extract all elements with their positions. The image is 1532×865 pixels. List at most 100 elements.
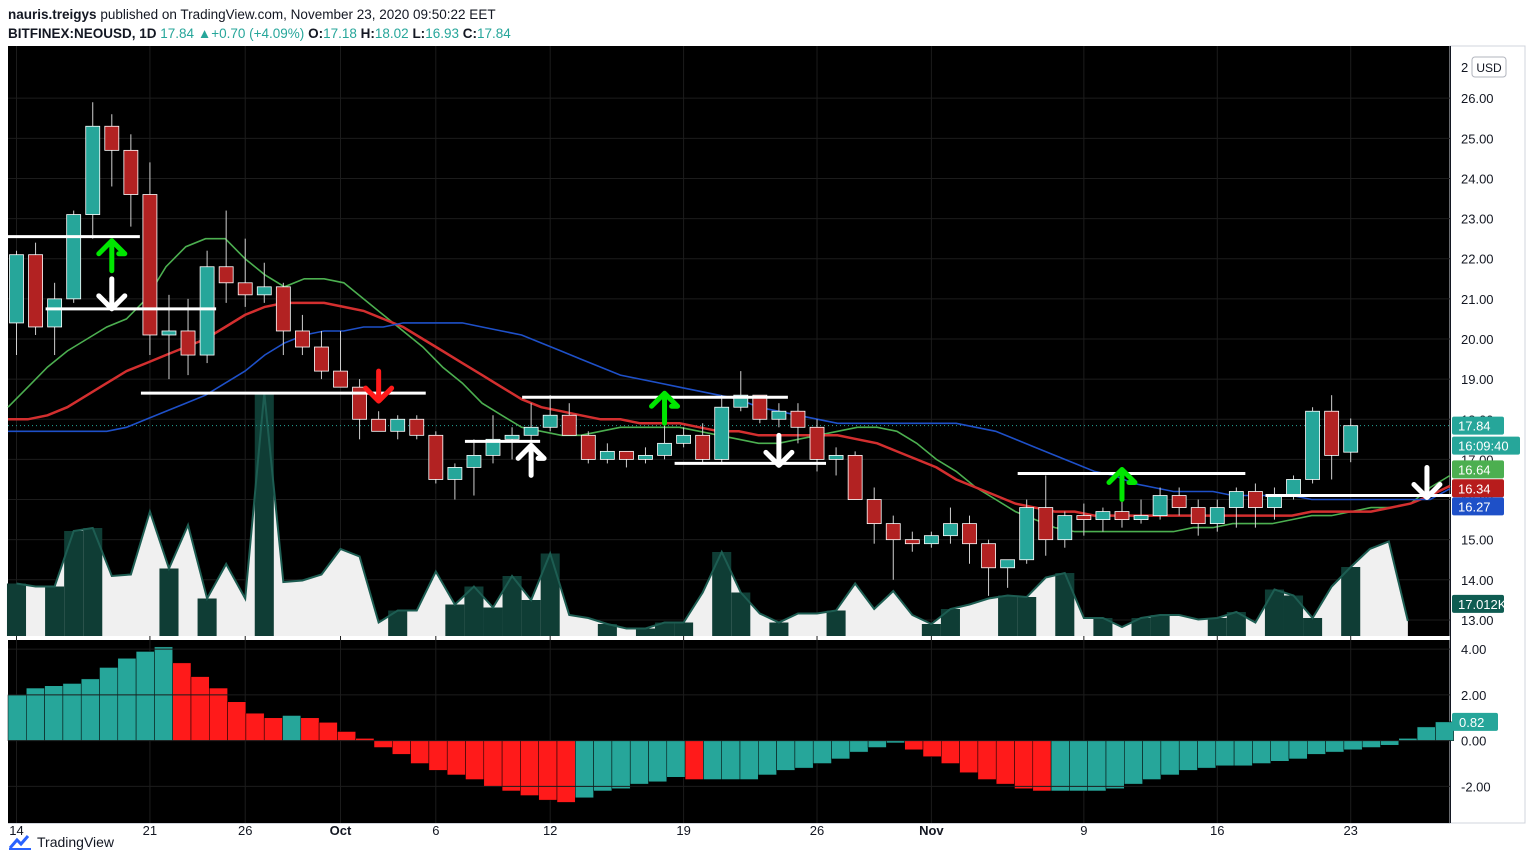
volume-bar [254,393,274,636]
volume-bar [1150,615,1170,636]
price-tick-clipped: 2 [1461,60,1468,75]
histogram-bar [410,740,430,764]
histogram-bar [1197,740,1217,769]
histogram-bar [556,740,576,803]
last-price: 17.84 [160,26,195,41]
last-price-badge [1452,416,1504,435]
price-tick-label: 19.00 [1461,372,1494,387]
high-label: H: [360,26,375,41]
histogram-bar [849,740,869,753]
histogram-bar [758,740,777,776]
brand-name: TradingView [37,834,115,850]
volume-bar [1131,618,1151,636]
histogram-bar [867,740,887,748]
histogram-bar [1069,740,1088,792]
volume-bar [769,622,789,636]
volume-bar [502,576,522,636]
candle-body [1019,507,1035,561]
candle-body [1286,479,1301,496]
candle-body [142,194,158,336]
histogram-bar [1307,740,1326,755]
x-tick-label: 26 [238,823,252,838]
ma-green-badge [1452,460,1504,479]
volume-bar [731,592,751,636]
histogram-bar [684,740,704,780]
candle-body [161,330,177,336]
candle-body [275,286,291,332]
candle-body [752,394,768,420]
volume-bar [1226,612,1246,636]
tradingview-logo[interactable]: TradingView [8,834,114,850]
histogram-bar [428,740,448,771]
arrow-down-icon [1411,464,1443,500]
volume-bar [159,568,179,636]
histogram-bar [593,740,613,792]
candle-body [504,434,520,440]
candle-body [1209,507,1225,525]
histogram-bar [1014,740,1034,789]
histogram-bar [1343,740,1363,751]
histogram-bar [977,740,997,780]
volume-bar [635,628,656,636]
x-tick-label: 6 [432,823,439,838]
currency-button[interactable] [1471,56,1507,78]
histogram-bar [227,701,247,741]
candle-body [561,414,577,436]
ma-red-badge [1452,479,1504,498]
price-change: +0.70 (+4.09%) [211,26,305,41]
candle-body [466,454,482,468]
histogram-bar [117,658,137,741]
published-text: published on TradingView.com, November 2… [100,7,496,22]
x-tick-label: 19 [676,823,690,838]
indicator-value-text: 0.82 [1459,715,1484,730]
candle-body [104,125,120,151]
candle-body [1152,495,1168,516]
countdown-badge [1452,436,1520,455]
price-tick-label: 21.00 [1461,292,1494,307]
volume-bar [6,583,27,636]
volume-bar [1055,573,1075,636]
histogram-bar [1252,740,1271,764]
volume-bar [464,586,484,636]
chart-header: nauris.treigys published on TradingView.… [8,5,511,43]
candle-body [409,418,425,436]
candle-body [676,434,691,444]
candle-body [904,539,920,545]
price-tick-label: 22.00 [1461,252,1494,267]
histogram-bar [1270,740,1290,762]
volume-bar [1283,595,1304,636]
price-tick-label: 24.00 [1461,171,1494,186]
author-name[interactable]: nauris.treigys [8,7,97,22]
price-tick-label: 15.00 [1461,533,1494,548]
close-value: 17.84 [477,26,511,41]
arrow-down-icon [96,276,128,312]
candle-body [1324,410,1340,456]
histogram-bar [483,740,503,787]
volume-bar [674,622,694,636]
countdown-badge-text: 16:09:40 [1458,439,1509,454]
histogram-bar [575,740,594,799]
histogram-bar [1215,740,1235,767]
candle-body [809,426,825,460]
candle-body [1057,515,1073,541]
histogram-bar [190,676,210,741]
candle-body [199,266,215,356]
histogram-bar [501,740,521,792]
volume-bar [521,600,541,636]
volume-bar [1093,618,1113,636]
ma-green-badge-text: 16.64 [1458,462,1491,477]
candle-body [1038,507,1054,541]
symbol-label: BITFINEX:NEOUSD, 1D [8,26,157,41]
candle-body [123,149,139,195]
volume-bar [1341,567,1361,636]
candle-body [695,434,711,460]
indicator-tick-label: 2.00 [1461,688,1486,703]
histogram-bar [209,687,228,741]
cloud-logo-icon [8,835,31,850]
candle-body [294,330,310,348]
volume-bar [445,604,465,636]
x-tick-label: 12 [543,823,557,838]
volume-bar [197,598,217,636]
histogram-bar [812,740,832,764]
